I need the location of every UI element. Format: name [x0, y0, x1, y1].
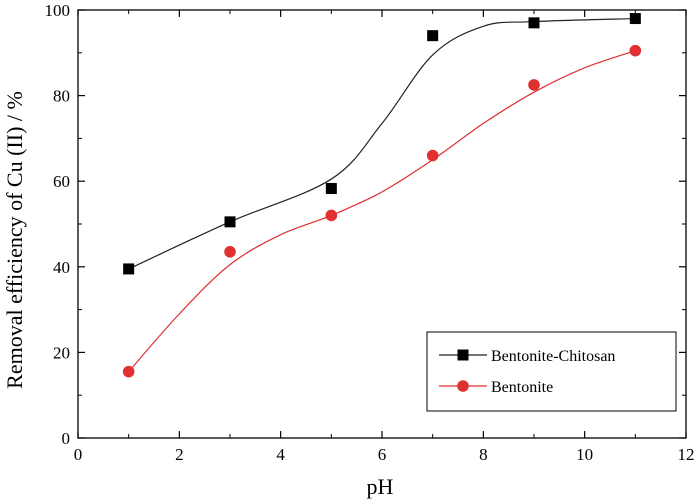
series-2-point	[629, 44, 642, 57]
legend: Bentonite-Chitosan Bentonite	[426, 331, 677, 412]
x-tick-label: 2	[175, 445, 184, 464]
x-tick-label: 4	[276, 445, 285, 464]
plot-area	[122, 13, 642, 378]
series-line-2	[128, 50, 636, 373]
legend-label-2: Bentonite	[491, 379, 553, 396]
series-1-point	[528, 17, 540, 29]
y-tick-label: 60	[53, 172, 70, 191]
series-2-point	[122, 365, 135, 378]
x-tick-label: 10	[576, 445, 593, 464]
y-axis-label: Removal efficiency of Cu (II) / %	[2, 91, 27, 389]
legend-marker-2	[457, 380, 469, 392]
x-tick-label: 12	[678, 445, 695, 464]
axes: 0 2 4 6 8 10 12 0 20 40 60 80 100	[45, 1, 695, 464]
y-tick-label: 40	[53, 258, 70, 277]
series-1-point	[325, 182, 337, 194]
series-2-point	[325, 209, 338, 222]
x-tick-label: 0	[74, 445, 83, 464]
series-1-point	[427, 30, 439, 42]
series-line-1	[128, 17, 636, 270]
legend-marker-1	[457, 349, 469, 361]
legend-box	[426, 331, 677, 412]
series-1-point	[224, 216, 236, 228]
x-tick-label: 6	[378, 445, 387, 464]
series-1-point	[123, 263, 135, 275]
series-2-point	[528, 79, 540, 91]
series-2-point	[426, 149, 439, 162]
y-tick-label: 20	[53, 343, 70, 362]
x-axis-label: pH	[367, 474, 394, 499]
y-tick-label: 0	[62, 429, 71, 448]
y-tick-label: 80	[53, 87, 70, 106]
x-tick-label: 8	[479, 445, 488, 464]
series-1-point	[629, 13, 641, 25]
series-2-point	[224, 246, 236, 258]
y-tick-label: 100	[45, 1, 71, 20]
legend-label-1: Bentonite-Chitosan	[491, 348, 615, 365]
